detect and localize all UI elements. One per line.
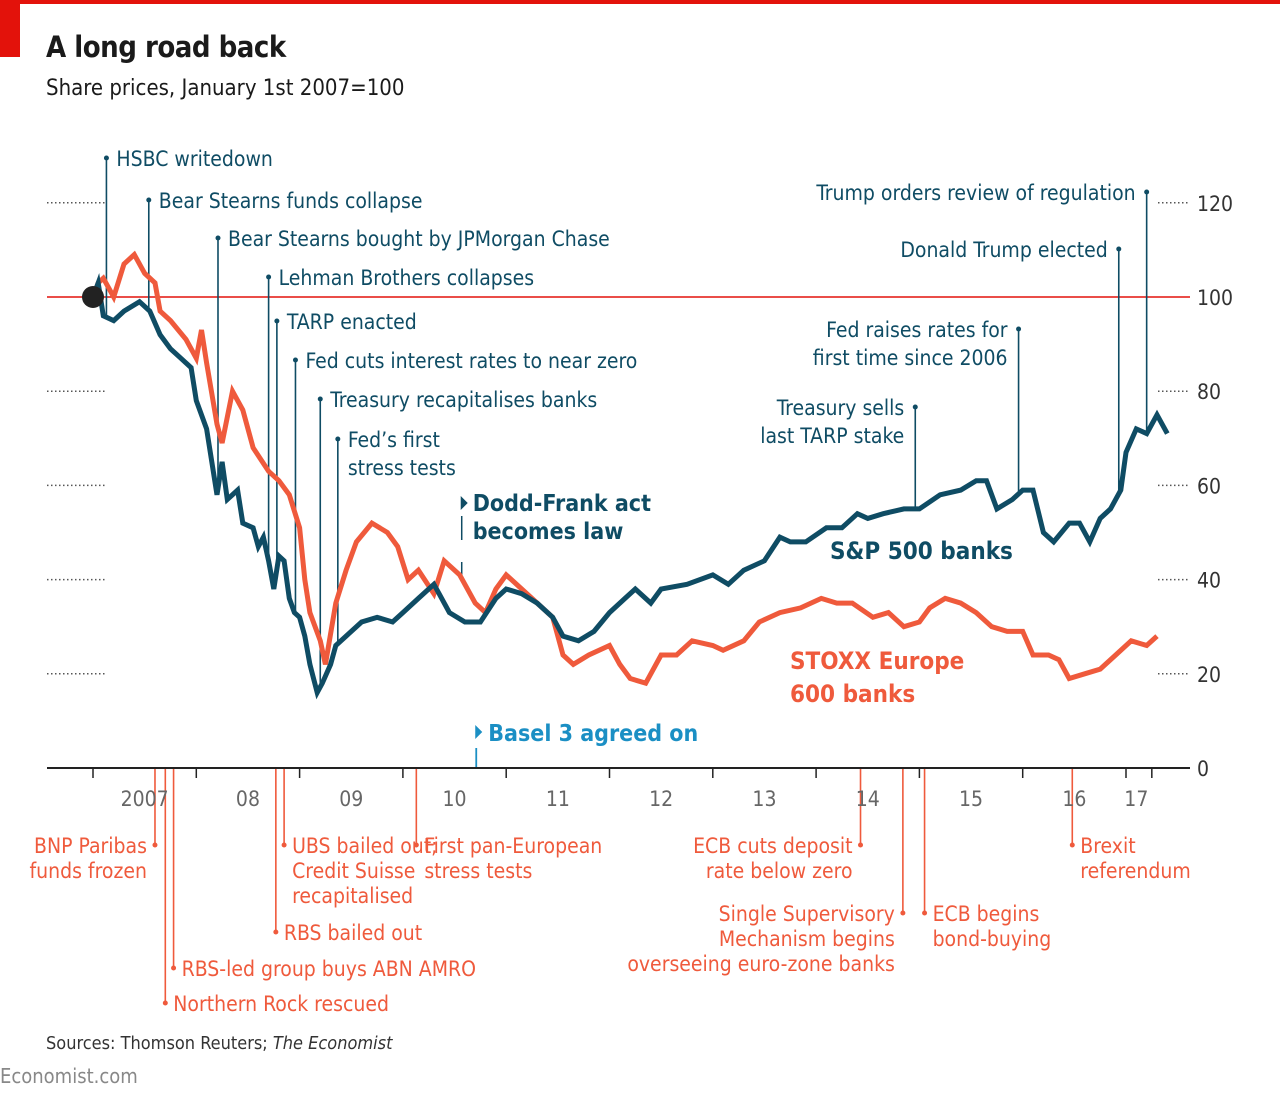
annotation-basel-label: Basel 3 agreed on <box>488 721 698 747</box>
y-tick-label: 20 <box>1197 663 1221 687</box>
annotation-europe-label: Credit Suisse <box>292 859 415 883</box>
series-lines <box>82 250 1170 700</box>
annotation-europe-label: recapitalised <box>292 884 413 908</box>
annotation-europe-label: UBS bailed out; <box>292 834 437 858</box>
annotation-us-label: stress tests <box>348 456 456 480</box>
annotation-europe-label: ECB cuts deposit <box>693 834 852 858</box>
y-tick-label: 0 <box>1197 757 1209 781</box>
annotation-europe-label: Brexit <box>1080 834 1135 858</box>
source-prefix: Sources: Thomson Reuters; <box>46 1033 273 1054</box>
series-label-stoxx-line2: 600 banks <box>790 680 915 708</box>
annotation-dot <box>1144 189 1150 195</box>
annotation-dot <box>413 842 419 848</box>
annotation-europe-label: Single Supervisory <box>719 902 895 926</box>
x-tick-label: 14 <box>856 787 880 811</box>
annotation-us-label: Fed’s first <box>348 428 440 452</box>
annotation-labels: S&P 500 banks STOXX Europe 600 banks HSBC w… <box>30 147 1191 1016</box>
y-tick-label: 80 <box>1197 380 1221 404</box>
annotation-us-label: Donald Trump elected <box>900 238 1107 262</box>
annotation-leaders <box>103 155 1150 1006</box>
annotation-dot <box>1069 842 1075 848</box>
series-line-stoxx600-banks <box>90 250 1159 687</box>
annotation-europe-label: BNP Paribas <box>34 834 147 858</box>
y-tick-label: 40 <box>1197 569 1221 593</box>
annotation-dodd-frank-label: becomes law <box>473 519 624 545</box>
annotation-us-label: Fed cuts interest rates to near zero <box>305 349 637 373</box>
annotation-us-label: Treasury recapitalises banks <box>329 388 597 412</box>
annotation-dot <box>1116 246 1122 252</box>
x-tick-label: 08 <box>236 787 260 811</box>
series-label-sp500: S&P 500 banks <box>830 537 1013 565</box>
annotation-europe-label: Mechanism begins <box>719 927 895 951</box>
x-tick-label: 12 <box>649 787 673 811</box>
triangle-marker-icon <box>475 725 483 739</box>
annotation-dot <box>912 404 918 410</box>
triangle-marker-icon <box>460 496 468 510</box>
brand-credit: Economist.com <box>0 1064 138 1088</box>
annotation-us-label: HSBC writedown <box>116 147 272 171</box>
annotation-dot <box>335 436 341 442</box>
x-tick-label: 16 <box>1062 787 1086 811</box>
annotation-europe-label: RBS bailed out <box>284 921 422 945</box>
annotation-us-label: Bear Stearns bought by JPMorgan Chase <box>228 227 610 251</box>
annotation-europe-label: rate below zero <box>706 859 853 883</box>
annotation-dot <box>274 318 280 324</box>
annotation-us-label: Lehman Brothers collapses <box>279 266 534 290</box>
y-tick-label: 100 <box>1197 286 1233 310</box>
annotation-dot <box>1016 326 1022 332</box>
annotation-dot <box>103 155 109 161</box>
annotation-dot <box>292 357 298 363</box>
chart-subtitle: Share prices, January 1st 2007=100 <box>46 76 405 101</box>
chart-title: A long road back <box>46 30 286 64</box>
annotation-dot <box>273 929 279 935</box>
red-tab-accent <box>0 0 20 57</box>
annotation-us-label: Fed raises rates for <box>826 318 1008 342</box>
annotation-europe-label: Northern Rock rescued <box>173 992 389 1016</box>
series-label-stoxx-line1: STOXX Europe <box>790 647 964 675</box>
annotation-dot <box>922 910 928 916</box>
x-tick-label: 10 <box>443 787 467 811</box>
annotation-dot <box>900 910 906 916</box>
annotation-europe-label: bond-buying <box>933 927 1052 951</box>
annotation-dot <box>171 965 177 971</box>
annotation-europe-label: First pan-European <box>424 834 602 858</box>
annotation-dot <box>317 396 323 402</box>
annotation-europe-label: RBS-led group buys ABN AMRO <box>182 957 476 981</box>
top-accent-bar <box>0 0 1280 4</box>
annotation-europe-label: referendum <box>1080 859 1191 883</box>
annotation-dot <box>162 1000 168 1006</box>
y-tick-label: 120 <box>1197 192 1233 216</box>
annotation-dot <box>281 842 287 848</box>
x-tick-label: 17 <box>1124 787 1148 811</box>
annotation-dot <box>215 235 221 241</box>
annotation-us-label: Trump orders review of regulation <box>815 181 1135 205</box>
annotation-us-label: Bear Stearns funds collapse <box>159 189 423 213</box>
annotation-europe-label: ECB begins <box>933 902 1040 926</box>
x-tick-label: 13 <box>752 787 776 811</box>
x-tick-label: 2007 <box>121 787 169 811</box>
annotation-us-label: Treasury sells <box>776 396 905 420</box>
x-tick-label: 09 <box>339 787 363 811</box>
source-note: Sources: Thomson Reuters; The Economist <box>46 1033 392 1054</box>
annotation-dot <box>266 274 272 280</box>
annotation-us-label: first time since 2006 <box>813 346 1008 370</box>
source-italic: The Economist <box>272 1033 393 1054</box>
start-point-marker <box>82 286 104 308</box>
axes: 0 20 40 60 80 100 120 2007 08 09 10 11 12 13 14 15 16 17 <box>47 192 1233 811</box>
series-line-sp500-banks <box>90 272 1170 700</box>
annotation-dot <box>858 842 864 848</box>
annotation-dot <box>152 842 158 848</box>
annotation-us-label: TARP enacted <box>286 310 417 334</box>
x-tick-label: 15 <box>959 787 983 811</box>
gridlines <box>47 202 1190 675</box>
annotation-dodd-frank-label: Dodd-Frank act <box>473 491 651 517</box>
x-tick-label: 11 <box>546 787 570 811</box>
annotation-europe-label: stress tests <box>424 859 532 883</box>
annotation-us-label: last TARP stake <box>760 424 904 448</box>
annotation-europe-label: overseeing euro-zone banks <box>627 952 895 976</box>
annotation-dot <box>146 197 152 203</box>
annotation-europe-label: funds frozen <box>30 859 147 883</box>
y-tick-label: 60 <box>1197 474 1221 498</box>
